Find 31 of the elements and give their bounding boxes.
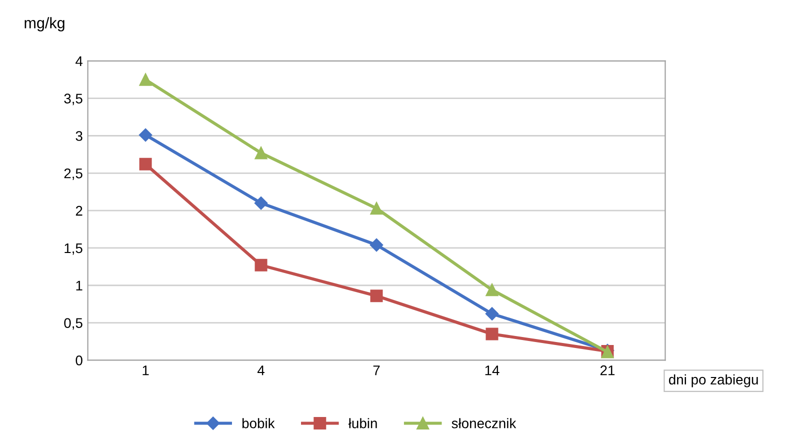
- y-tick-label: 2: [76, 206, 82, 216]
- point: [370, 290, 383, 302]
- y-tick-label: 4: [76, 56, 83, 66]
- point: [370, 238, 384, 252]
- point: [139, 158, 152, 170]
- x-axis-title: dni po zabiegu: [668, 374, 758, 388]
- y-axis-title: mg/kg: [24, 17, 64, 32]
- legend-label: bobik: [242, 418, 275, 428]
- x-tick-label: 4: [257, 366, 264, 376]
- y-tick-label: 1: [76, 280, 82, 290]
- point: [485, 307, 499, 320]
- point: [486, 328, 498, 340]
- point: [254, 258, 268, 272]
- point: [486, 284, 498, 296]
- y-tick-label: 3: [76, 131, 82, 141]
- x-tick-label: 14: [485, 366, 500, 376]
- y-tick-label: 0: [76, 356, 82, 366]
- point: [138, 128, 152, 142]
- point: [254, 196, 268, 210]
- y-tick-label: 3,5: [64, 94, 82, 106]
- y-tick-label: 0,5: [64, 318, 82, 330]
- x-tick-label: 7: [373, 366, 380, 376]
- x-tick-label: 21: [600, 365, 615, 376]
- legend-label: łubin: [348, 418, 377, 428]
- point: [254, 146, 268, 160]
- point: [139, 73, 152, 86]
- y-tick-label: 2,5: [64, 168, 82, 180]
- x-tick-label: 1: [142, 366, 149, 376]
- y-tick-label: 1,5: [64, 243, 82, 255]
- legend-label: słonecznik: [452, 418, 516, 428]
- point: [370, 202, 383, 215]
